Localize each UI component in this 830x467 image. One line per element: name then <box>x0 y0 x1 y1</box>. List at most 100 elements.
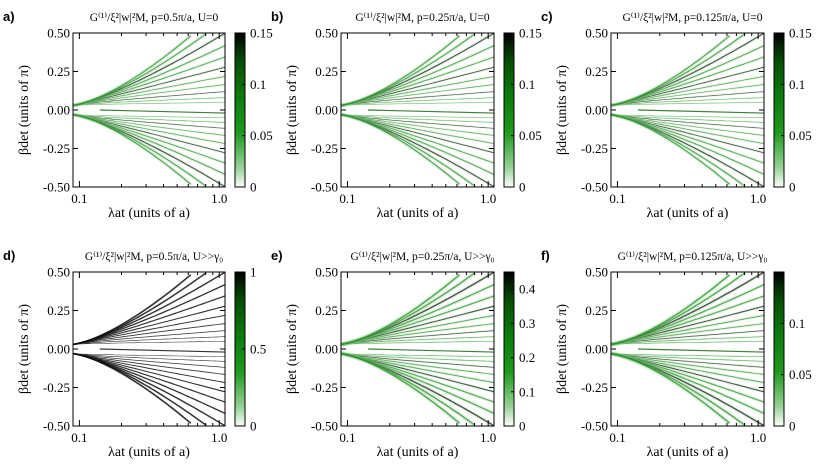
resonance-curve <box>72 91 226 106</box>
resonance-curve <box>340 353 495 393</box>
colorbar-gradient <box>234 32 246 188</box>
colorbar-tick-label: 0.4 <box>519 282 536 297</box>
resonance-halo <box>72 75 226 107</box>
resonance-curve <box>340 84 495 106</box>
resonance-curve <box>610 84 765 106</box>
resonance-halo <box>340 352 495 363</box>
resonance-halo <box>610 113 765 124</box>
y-axis-label: βdet (units of π) <box>285 65 300 155</box>
resonance-halo <box>340 113 495 155</box>
resonance-curve <box>340 323 495 345</box>
x-tick-label: 1.0 <box>750 430 766 445</box>
resonance-halo <box>610 304 765 347</box>
resonance-halo <box>340 272 462 347</box>
heatmap-curves <box>610 31 765 189</box>
y-tick-label: 0.50 <box>585 26 608 41</box>
resonance-halo <box>340 352 495 369</box>
resonance-halo <box>340 34 461 108</box>
resonance-halo <box>610 113 765 130</box>
plot-area <box>611 33 764 187</box>
panel-label: f) <box>541 248 550 263</box>
resonance-curve <box>72 66 226 106</box>
y-tick-label: 0.00 <box>585 103 608 118</box>
resonance-curve <box>610 114 765 129</box>
y-tick-label: 0.00 <box>315 103 338 118</box>
panel-title: G⁽¹⁾/ξ²|w|²M, p=0.25π/a, U=0 <box>355 12 490 24</box>
resonance-halo <box>340 112 461 186</box>
x-tick-label: 1.0 <box>211 430 227 445</box>
colorbar-tick-label: 0 <box>250 180 257 195</box>
panel-title: G⁽¹⁾/ξ²|w|²M, p=0.125π/a, U=0 <box>622 12 762 24</box>
resonance-halo <box>340 65 495 107</box>
y-axis-label: βdet (units of π) <box>285 304 300 394</box>
resonance-halo <box>610 272 732 347</box>
panel-title: G⁽¹⁾/ξ²|w|²M, p=0.5π/a, U>>γ₀ <box>85 251 223 263</box>
y-tick-label: -0.50 <box>43 180 70 195</box>
resonance-curve <box>610 341 764 345</box>
resonance-curve <box>340 336 495 345</box>
resonance-curve <box>72 35 192 107</box>
resonance-halo <box>340 322 495 346</box>
colorbar-gradient <box>503 32 515 188</box>
x-axis-label: λat (units of a) <box>377 445 459 460</box>
heatmap-curves <box>610 270 766 428</box>
resonance-curve <box>72 330 226 345</box>
colorbar-tick-label: 0.5 <box>250 342 266 357</box>
resonance-curve <box>610 353 764 357</box>
colorbar-tick-label: 0.3 <box>519 316 535 331</box>
resonance-halo <box>340 351 462 426</box>
resonance-halo <box>610 352 765 376</box>
colorbar-tick-label: 0.15 <box>519 26 542 41</box>
resonance-curve <box>340 353 495 384</box>
resonance-halo <box>72 83 226 107</box>
resonance-halo <box>610 322 765 346</box>
resonance-curve <box>72 114 226 136</box>
y-tick-label: 0.00 <box>585 342 608 357</box>
resonance-curve <box>72 84 226 106</box>
resonance-curve <box>72 114 225 118</box>
resonance-halo <box>610 75 765 107</box>
resonance-halo <box>340 329 495 346</box>
resonance-halo <box>72 113 226 145</box>
resonance-curve <box>610 113 731 185</box>
resonance-curve <box>72 341 225 345</box>
y-tick-label: 0.25 <box>315 64 338 79</box>
resonance-curve <box>340 353 494 357</box>
x-tick-label: 1.0 <box>480 191 496 206</box>
resonance-halo <box>340 96 495 107</box>
resonance-halo <box>340 113 495 124</box>
y-tick-label: -0.25 <box>43 380 70 395</box>
resonance-halo <box>72 113 226 130</box>
x-tick-label: 1.0 <box>480 430 496 445</box>
colorbar-tick-label: 0 <box>250 419 257 434</box>
resonance-curve <box>610 91 765 106</box>
resonance-curve <box>610 353 765 375</box>
x-tick-label: 1.0 <box>750 191 766 206</box>
center-band <box>367 348 495 353</box>
y-tick-label: 0.00 <box>315 342 338 357</box>
y-tick-label: -0.25 <box>311 380 338 395</box>
plot-area <box>73 272 225 426</box>
resonance-curve <box>610 274 731 346</box>
resonance-halo <box>72 65 226 107</box>
resonance-curve <box>72 102 225 106</box>
resonance-curve <box>610 76 765 106</box>
x-axis-label: λat (units of a) <box>647 206 729 221</box>
resonance-halo <box>340 335 495 346</box>
colorbar-tick-label: 0 <box>789 180 796 195</box>
resonance-curve <box>340 305 495 345</box>
x-axis-label: λat (units of a) <box>108 445 190 460</box>
resonance-halo <box>340 352 494 358</box>
center-band <box>637 348 765 353</box>
colorbar: 0.4 0.3 0.2 0.1 0 <box>503 271 536 434</box>
colorbar-tick-label: 0 <box>519 180 526 195</box>
resonance-curve <box>72 274 192 346</box>
resonance-halo <box>340 352 495 385</box>
resonance-halo <box>610 351 732 426</box>
x-axis-label: λat (units of a) <box>377 206 459 221</box>
resonance-curve <box>72 353 226 393</box>
y-tick-label: 0.50 <box>47 26 70 41</box>
